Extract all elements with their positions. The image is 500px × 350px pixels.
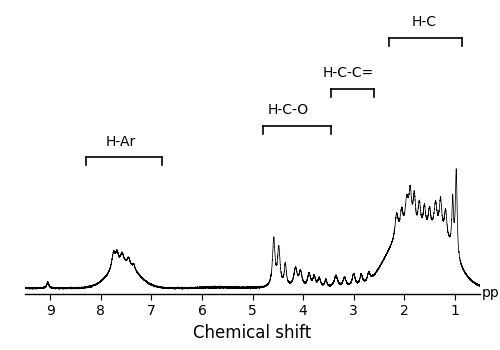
Text: H-Ar: H-Ar — [106, 135, 136, 149]
X-axis label: Chemical shift: Chemical shift — [194, 324, 312, 342]
Text: H-C-C=: H-C-C= — [323, 66, 374, 80]
Text: H-C: H-C — [412, 15, 437, 29]
Text: ppm: ppm — [482, 286, 500, 300]
Text: H-C-O: H-C-O — [268, 103, 308, 117]
